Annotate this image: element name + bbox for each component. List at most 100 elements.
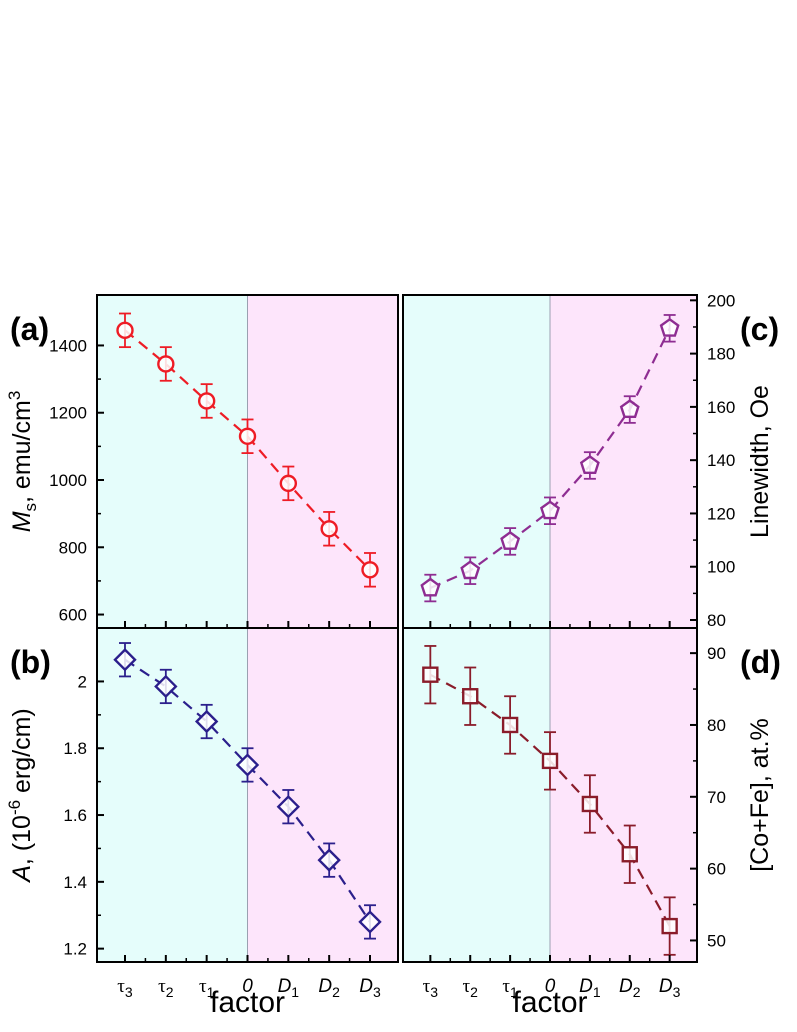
- data-point: [235, 753, 260, 777]
- x-tick-label: D2: [619, 976, 641, 1000]
- x-tick-label-base: τ: [502, 976, 510, 997]
- y-tick-label: 120: [707, 504, 735, 523]
- x-tick-label: D2: [318, 976, 340, 1000]
- x-tick-label: 0: [545, 976, 556, 997]
- x-tick-label-base: τ: [199, 976, 207, 997]
- data-point: [358, 910, 382, 934]
- chart-panel-c: 80 100 120 140 160 180 200 Linewidth, Oe (c): [402, 291, 779, 630]
- data-point: [659, 317, 680, 337]
- y-axis-title-text: Ms, emu/cm3: [5, 391, 40, 533]
- y-tick-label: 140: [707, 451, 735, 470]
- y-axis-title-text: [Co+Fe], at.%: [746, 718, 774, 872]
- y-tick-label: 60: [707, 860, 726, 879]
- x-tick-label-base: D: [659, 976, 673, 997]
- data-point: [579, 455, 600, 474]
- y-axis-title-text: A, (10-6 erg/cm): [5, 708, 36, 884]
- x-tick-label-base: 0: [545, 976, 556, 997]
- x-tick-label: τ1: [199, 976, 215, 1000]
- x-tick-label-sub: 2: [166, 984, 174, 1000]
- data-point: [279, 474, 298, 493]
- data-point: [197, 392, 216, 410]
- data-point: [422, 666, 439, 683]
- y-tick-label: 1.2: [63, 940, 87, 959]
- ylabel-unit: , emu/cm: [8, 400, 36, 503]
- data-point: [420, 577, 441, 597]
- data-point: [500, 530, 521, 550]
- background-region: [550, 628, 697, 962]
- y-tick-label: 90: [707, 644, 726, 663]
- x-tick-label-base: D: [359, 976, 373, 997]
- y-tick-label: 2: [78, 672, 87, 691]
- y-tick-label: 1200: [49, 404, 87, 423]
- y-tick-label: 70: [707, 788, 726, 807]
- x-tick-label: D1: [579, 976, 601, 1000]
- y-tick-label: 800: [59, 538, 87, 557]
- x-tick-label: 0: [242, 976, 253, 997]
- x-tick-label: D3: [359, 976, 381, 1000]
- data-point: [541, 752, 559, 770]
- y-tick-label: 1.4: [63, 873, 87, 892]
- ylabel-unit: erg/cm): [8, 708, 36, 800]
- background-region: [247, 628, 398, 962]
- x-tick-label: τ2: [463, 976, 479, 1000]
- x-tick-label: τ2: [158, 976, 174, 1000]
- background-region: [247, 295, 398, 628]
- x-tick-label-base: τ: [117, 976, 125, 997]
- y-tick-label: 100: [707, 558, 735, 577]
- background-region: [550, 295, 697, 628]
- panel-label: (c): [740, 311, 779, 347]
- x-tick-label-base: τ: [158, 976, 166, 997]
- x-axis-title: factor: [512, 986, 587, 1019]
- y-tick-label: 50: [707, 931, 726, 950]
- ylabel-symbol: M: [8, 511, 36, 532]
- chart-panel-a: 600 800 1000 1200 1400 Ms, emu/cm3 (a): [5, 294, 399, 629]
- background-region: [97, 295, 248, 628]
- data-point: [116, 321, 134, 340]
- x-tick-label-sub: 3: [125, 984, 133, 1000]
- panel-label: (a): [10, 311, 49, 347]
- y-tick-label: 1400: [49, 336, 87, 355]
- data-point: [619, 399, 640, 418]
- y-axis-title: Linewidth, Oe: [746, 385, 774, 538]
- x-axis-title: factor: [210, 986, 285, 1019]
- x-tick-label-sub: 3: [673, 984, 681, 1000]
- x-tick-label-sub: 1: [207, 984, 215, 1000]
- y-tick-label: 160: [707, 398, 735, 417]
- background-region: [97, 628, 248, 962]
- data-point: [276, 794, 301, 819]
- panel-label: (d): [740, 644, 781, 680]
- y-tick-label: 180: [707, 345, 735, 364]
- x-tick-label: τ3: [423, 976, 439, 1000]
- x-tick-label-base: τ: [423, 976, 431, 997]
- data-point: [661, 917, 678, 935]
- data-point: [621, 846, 638, 863]
- data-point: [361, 561, 379, 579]
- data-point: [460, 560, 481, 580]
- panel-label: (b): [10, 644, 51, 680]
- x-tick-label-sub: 2: [470, 984, 478, 1000]
- y-tick-label: 1.8: [63, 739, 87, 758]
- x-tick-label-sub: 3: [373, 984, 381, 1000]
- data-point: [157, 355, 175, 373]
- x-tick-label-sub: 1: [510, 984, 518, 1000]
- ylabel-symbol: A: [8, 865, 36, 884]
- ylabel-sup: 3: [5, 391, 24, 400]
- x-tick-label: D1: [278, 976, 300, 1000]
- data-point: [539, 500, 561, 520]
- x-tick-label: D3: [659, 976, 681, 1000]
- background-region: [403, 628, 550, 962]
- data-point: [320, 520, 338, 538]
- ylabel-sup: -6: [5, 800, 24, 815]
- data-point: [581, 795, 599, 813]
- data-point: [194, 709, 219, 734]
- x-tick-label: τ3: [117, 976, 133, 1000]
- y-axis-title: Ms, emu/cm3: [5, 391, 40, 533]
- x-tick-label-sub: 2: [332, 984, 340, 1000]
- y-axis-title-text: Linewidth, Oe: [746, 385, 774, 538]
- y-axis-title: [Co+Fe], at.%: [746, 718, 774, 872]
- data-point: [154, 674, 178, 699]
- ylabel-sub: s: [21, 503, 40, 512]
